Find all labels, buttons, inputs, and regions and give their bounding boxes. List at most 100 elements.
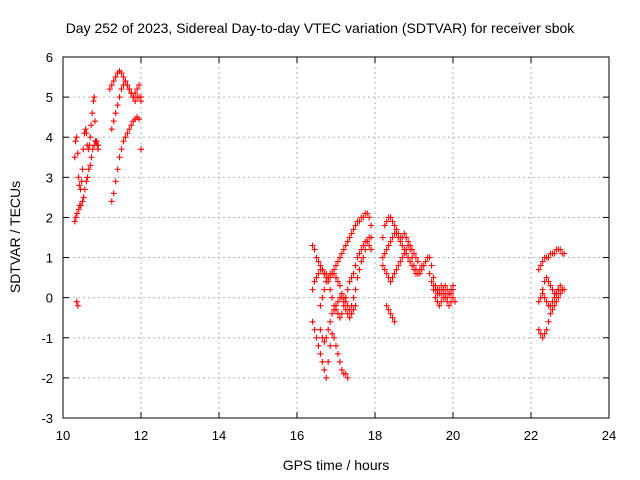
data-point — [89, 110, 96, 117]
data-point — [120, 138, 127, 145]
data-point — [422, 258, 429, 265]
y-tick-label: 0 — [46, 291, 53, 306]
data-point — [391, 222, 398, 229]
data-point — [317, 350, 324, 357]
data-point — [356, 218, 363, 225]
data-point — [356, 266, 363, 273]
data-point — [549, 298, 556, 305]
data-point — [95, 142, 102, 149]
data-point — [348, 274, 355, 281]
data-point — [136, 94, 143, 101]
data-point — [321, 338, 328, 345]
data-point — [348, 230, 355, 237]
data-point — [387, 214, 394, 221]
data-point — [313, 274, 320, 281]
data-point — [364, 210, 371, 217]
data-point — [543, 326, 550, 333]
data-point — [350, 306, 357, 313]
data-point — [395, 262, 402, 269]
x-tick-label: 22 — [524, 428, 538, 443]
data-point — [315, 342, 322, 349]
data-point — [360, 214, 367, 221]
data-point — [426, 270, 433, 277]
data-point — [411, 266, 417, 273]
data-point — [329, 310, 336, 317]
data-point — [432, 294, 439, 301]
data-point — [545, 318, 552, 325]
data-point — [112, 74, 119, 81]
y-tick-label: 4 — [46, 130, 53, 145]
data-point — [74, 210, 81, 217]
data-point — [409, 246, 416, 253]
data-point — [535, 298, 542, 305]
data-point — [333, 262, 339, 269]
data-point — [383, 302, 390, 309]
data-point — [543, 298, 550, 305]
data-point — [545, 254, 552, 261]
data-point — [338, 290, 345, 297]
grid — [63, 57, 609, 418]
x-tick-label: 14 — [212, 428, 226, 443]
data-point — [124, 130, 131, 137]
data-point — [74, 302, 81, 309]
data-point — [90, 98, 97, 105]
data-point — [110, 78, 117, 85]
x-tick-label: 12 — [134, 428, 148, 443]
x-tick-label: 16 — [290, 428, 304, 443]
data-point — [450, 282, 456, 289]
data-point — [448, 286, 455, 293]
data-point — [547, 302, 554, 309]
data-point — [323, 334, 330, 341]
data-point — [387, 310, 394, 317]
data-point — [547, 282, 554, 289]
data-point — [379, 254, 386, 261]
data-point — [368, 234, 375, 241]
data-point — [110, 190, 117, 197]
data-point — [88, 154, 95, 161]
plot-frame — [62, 56, 610, 419]
data-point — [85, 166, 92, 173]
data-point — [381, 266, 388, 273]
data-point — [364, 238, 371, 245]
data-point — [338, 366, 345, 373]
data-point — [561, 250, 568, 257]
data-point — [75, 174, 82, 181]
y-tick-label: 5 — [46, 90, 53, 105]
data-point — [350, 294, 357, 301]
data-point — [340, 246, 347, 253]
data-point — [333, 302, 339, 309]
data-point — [430, 274, 437, 281]
y-tick-label: -1 — [41, 331, 53, 346]
data-point — [395, 234, 402, 241]
data-point — [344, 238, 351, 245]
data-point — [309, 286, 316, 293]
data-point — [132, 98, 139, 105]
data-point — [535, 326, 542, 333]
data-point — [72, 138, 79, 145]
data-point — [403, 246, 410, 253]
data-point — [391, 318, 398, 325]
data-point — [126, 86, 133, 93]
data-point — [553, 290, 560, 297]
data-point — [108, 126, 115, 133]
data-point — [87, 134, 94, 141]
data-point — [383, 218, 390, 225]
data-point — [368, 222, 375, 229]
data-point — [428, 278, 435, 285]
data-point — [354, 274, 361, 281]
data-point — [112, 178, 119, 185]
data-point — [79, 198, 86, 205]
data-point — [108, 82, 115, 89]
data-point — [348, 310, 355, 317]
data-point — [80, 194, 87, 201]
data-point — [110, 118, 117, 125]
data-point — [541, 294, 548, 301]
data-point — [334, 278, 341, 285]
data-point — [399, 242, 406, 249]
data-point — [336, 254, 343, 261]
data-point — [412, 254, 419, 261]
data-point — [383, 270, 390, 277]
data-point — [352, 262, 359, 269]
data-point — [114, 102, 121, 109]
data-point — [91, 118, 98, 125]
